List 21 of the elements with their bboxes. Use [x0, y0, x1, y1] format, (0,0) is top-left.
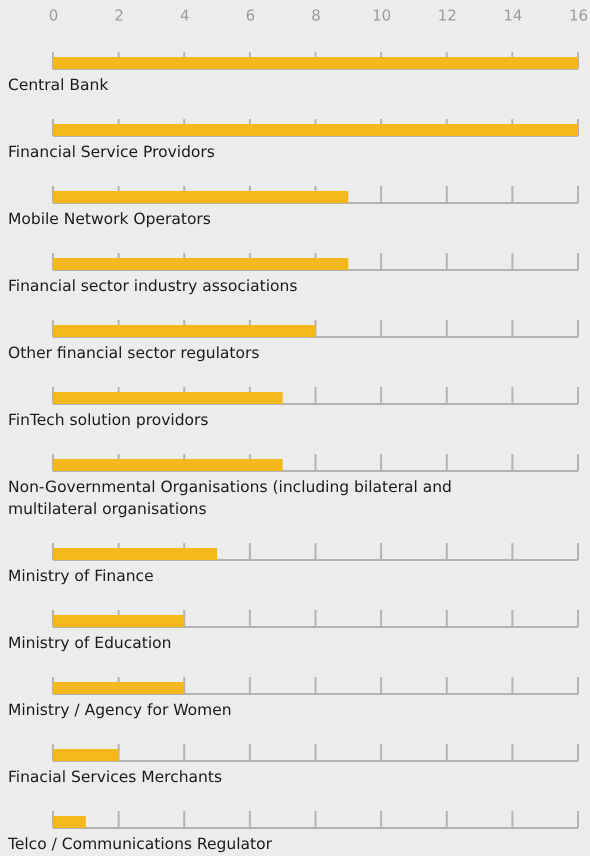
x-tick-label: 8: [311, 6, 321, 24]
x-tick-label: 6: [246, 6, 256, 24]
y-tick-label: FinTech solution providors: [8, 411, 208, 429]
y-tick-label: Ministry of Finance: [8, 567, 154, 585]
y-tick-label: Ministry / Agency for Women: [8, 701, 232, 719]
y-tick-label: Finacial Services Merchants: [8, 768, 222, 786]
x-tick-label: 2: [114, 6, 124, 24]
x-tick-label: 10: [372, 6, 392, 24]
y-tick-label: Ministry of Education: [8, 634, 172, 652]
y-tick-label: Mobile Network Operators: [8, 210, 211, 228]
x-tick-label: 16: [568, 6, 588, 24]
y-tick-label: Telco / Communications Regulator: [7, 835, 273, 853]
y-tick-label: Other financial sector regulators: [8, 344, 260, 362]
y-tick-label: Central Bank: [8, 76, 108, 94]
y-tick-label: Non-Governmental Organisations (including bilateral and multilateral organisations: [8, 478, 452, 518]
y-tick-label: Financial sector industry associations: [8, 277, 298, 295]
x-tick-label: 12: [438, 6, 457, 24]
x-tick-label: 14: [503, 6, 522, 24]
x-tick-label: 0: [48, 6, 58, 24]
y-tick-label: Financial Service Providors: [8, 143, 215, 161]
x-tick-label: 4: [180, 6, 190, 24]
